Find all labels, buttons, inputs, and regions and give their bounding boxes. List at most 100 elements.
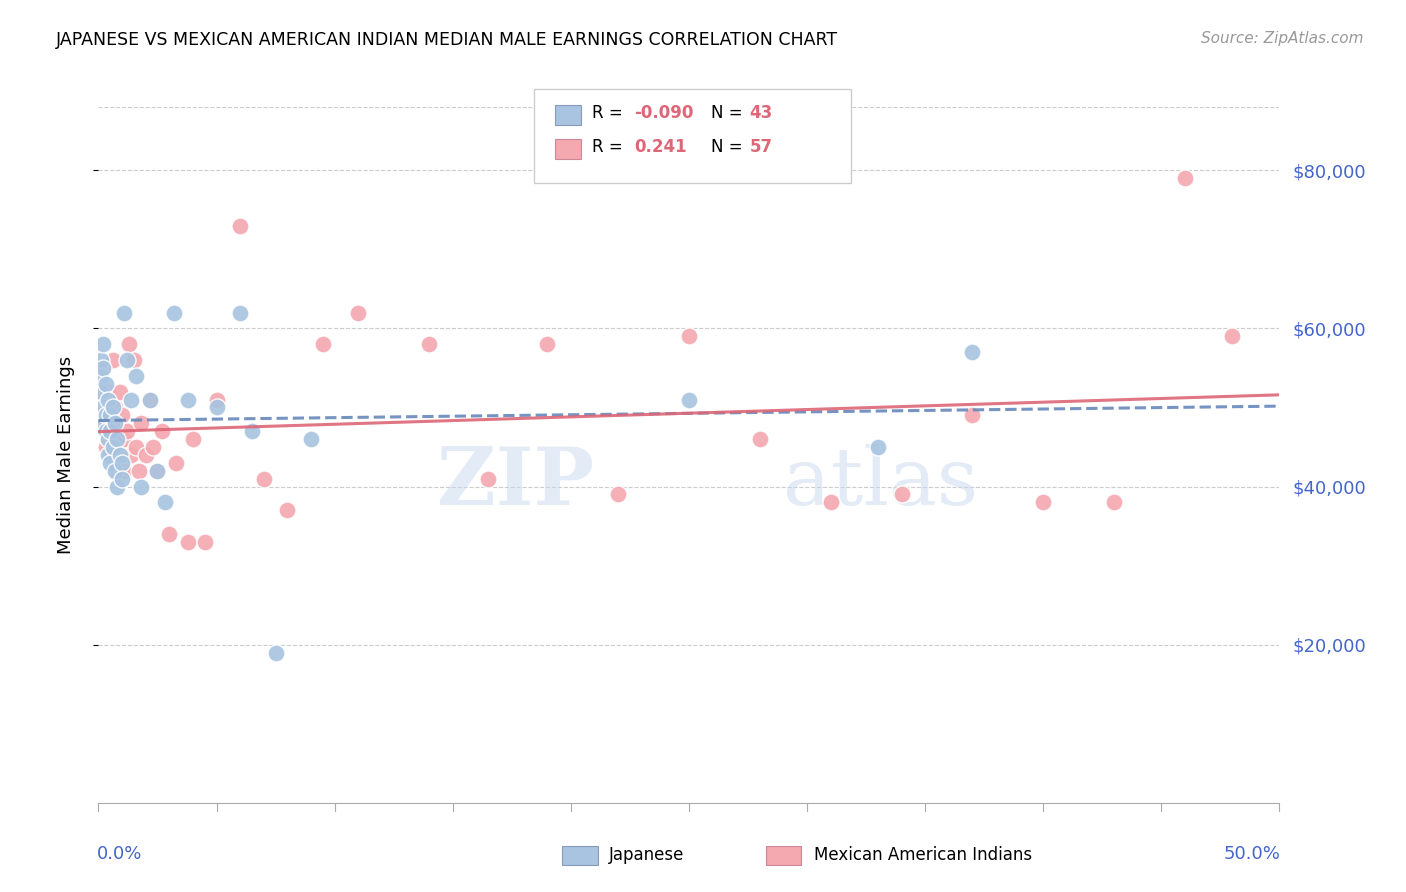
Point — [536, 337, 558, 351]
Point — [94, 424, 117, 438]
Point — [477, 472, 499, 486]
Point — [111, 409, 134, 423]
Point — [157, 527, 180, 541]
Point — [105, 479, 128, 493]
Text: 50.0%: 50.0% — [1223, 845, 1281, 863]
Point — [229, 305, 252, 319]
Point — [1220, 329, 1243, 343]
Point — [105, 432, 128, 446]
Point — [97, 392, 120, 407]
Point — [105, 432, 128, 446]
Point — [115, 424, 138, 438]
Point — [108, 448, 131, 462]
Point — [98, 424, 121, 438]
Point — [276, 503, 298, 517]
Point — [97, 384, 120, 399]
Text: 57: 57 — [749, 138, 772, 156]
Point — [820, 495, 842, 509]
Point — [194, 535, 217, 549]
Text: R =: R = — [592, 104, 628, 122]
Point — [90, 368, 112, 383]
Text: N =: N = — [711, 138, 748, 156]
Point — [91, 337, 114, 351]
Point — [347, 305, 370, 319]
Text: atlas: atlas — [783, 443, 979, 522]
Point — [104, 448, 127, 462]
Point — [90, 353, 112, 368]
Point — [111, 464, 134, 478]
Text: R =: R = — [592, 138, 633, 156]
Point — [115, 353, 138, 368]
Point — [111, 456, 134, 470]
Point — [177, 392, 200, 407]
Text: 43: 43 — [749, 104, 773, 122]
Point — [118, 337, 141, 351]
Point — [94, 440, 117, 454]
Point — [150, 424, 173, 438]
Point — [98, 456, 121, 470]
Point — [121, 448, 143, 462]
Point — [98, 401, 121, 415]
Point — [165, 456, 187, 470]
Point — [101, 353, 124, 368]
Text: JAPANESE VS MEXICAN AMERICAN INDIAN MEDIAN MALE EARNINGS CORRELATION CHART: JAPANESE VS MEXICAN AMERICAN INDIAN MEDI… — [56, 31, 838, 49]
Point — [146, 464, 169, 478]
Point — [101, 417, 124, 431]
Text: 0.241: 0.241 — [634, 138, 686, 156]
Point — [97, 448, 120, 462]
Point — [1032, 495, 1054, 509]
Point — [962, 409, 984, 423]
Text: N =: N = — [711, 104, 748, 122]
Point — [128, 464, 150, 478]
Point — [97, 432, 120, 446]
Point — [122, 353, 145, 368]
Point — [104, 417, 127, 431]
Point — [1102, 495, 1125, 509]
Point — [177, 535, 200, 549]
Point — [205, 392, 228, 407]
Point — [112, 305, 135, 319]
Point — [91, 361, 114, 376]
Point — [205, 401, 228, 415]
Point — [962, 345, 984, 359]
Point — [181, 432, 204, 446]
Point — [108, 384, 131, 399]
Point — [146, 464, 169, 478]
Point — [121, 392, 143, 407]
Point — [163, 305, 186, 319]
Point — [139, 392, 162, 407]
Point — [91, 401, 114, 415]
Point — [129, 417, 152, 431]
Point — [135, 448, 157, 462]
Text: Mexican American Indians: Mexican American Indians — [814, 847, 1032, 864]
Point — [104, 464, 127, 478]
Point — [125, 440, 148, 454]
Point — [98, 448, 121, 462]
Point — [890, 487, 912, 501]
Point — [607, 487, 630, 501]
Point — [418, 337, 440, 351]
Point — [1174, 171, 1197, 186]
Point — [142, 440, 165, 454]
Point — [104, 401, 127, 415]
Y-axis label: Median Male Earnings: Median Male Earnings — [56, 356, 75, 554]
Text: 0.0%: 0.0% — [97, 845, 142, 863]
Point — [90, 384, 112, 399]
Point — [91, 417, 114, 431]
Point — [125, 368, 148, 383]
Point — [229, 219, 252, 233]
Text: -0.090: -0.090 — [634, 104, 693, 122]
Point — [111, 472, 134, 486]
Point — [299, 432, 322, 446]
Point — [678, 392, 700, 407]
Point — [112, 464, 135, 478]
Point — [101, 401, 124, 415]
Point — [153, 495, 176, 509]
Point — [90, 384, 112, 399]
Point — [748, 432, 770, 446]
Point — [94, 417, 117, 431]
Point — [108, 448, 131, 462]
Point — [101, 440, 124, 454]
Point — [240, 424, 263, 438]
Point — [97, 432, 120, 446]
